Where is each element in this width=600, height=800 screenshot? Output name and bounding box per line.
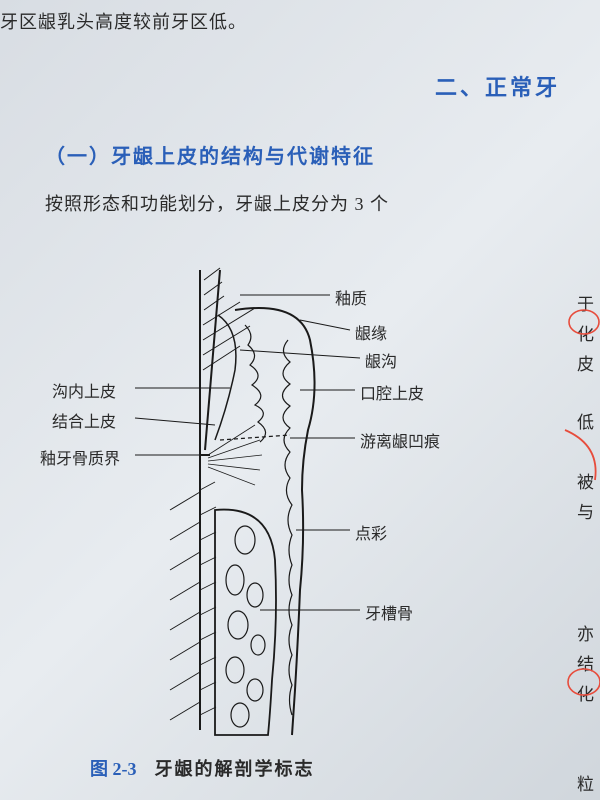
textbook-page: 牙区龈乳头高度较前牙区低。 二、正常牙 （一）牙龈上皮的结构与代谢特征 按照形态… [0, 0, 600, 800]
red-annotation-icon [0, 0, 600, 800]
